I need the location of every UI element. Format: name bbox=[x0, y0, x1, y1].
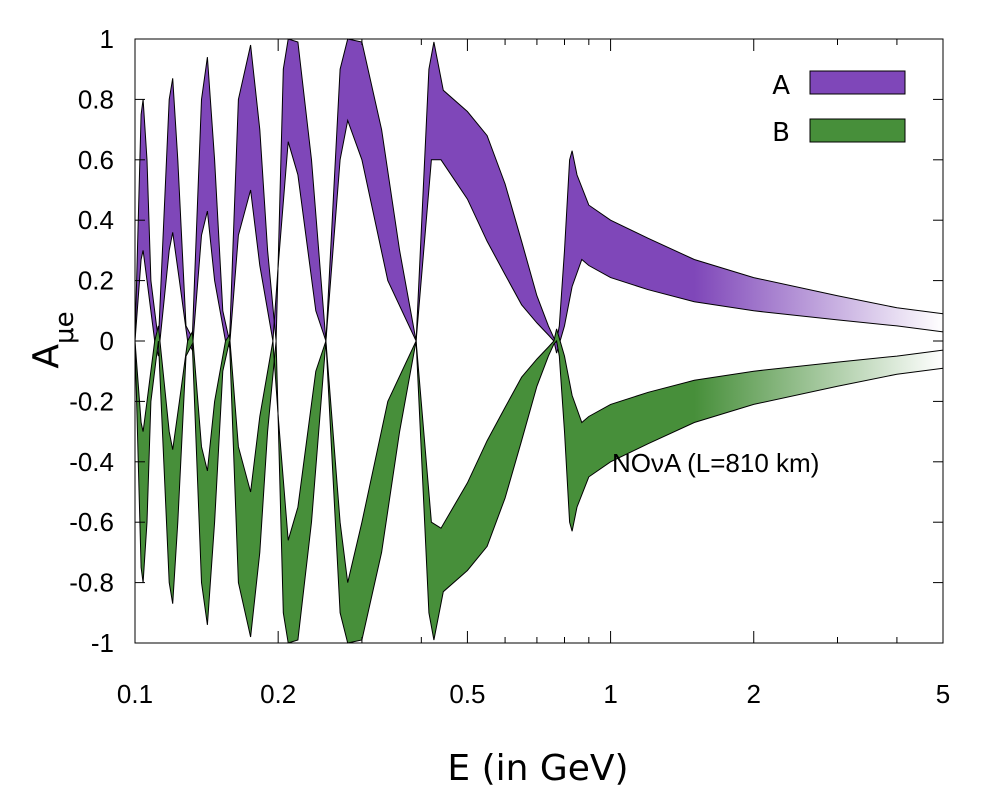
y-tick-label: -0.8 bbox=[69, 568, 114, 598]
band-a-upper-edge bbox=[134, 38, 944, 343]
legend-swatch-a bbox=[809, 70, 906, 95]
y-axis-title-main: A bbox=[26, 344, 67, 369]
legend: A B bbox=[772, 70, 906, 148]
y-tick-label: 0.4 bbox=[78, 205, 114, 235]
x-tick-label: 1 bbox=[603, 679, 617, 709]
plot-frame bbox=[134, 38, 944, 644]
band-b bbox=[135, 325, 943, 643]
y-tick-label: 0.8 bbox=[78, 84, 114, 114]
y-tick-label: -0.6 bbox=[69, 507, 114, 537]
x-axis-title: E (in GeV) bbox=[447, 748, 628, 789]
legend-label-b: B bbox=[772, 118, 790, 148]
y-tick-label: -0.4 bbox=[69, 447, 114, 477]
band-b-upper-edge bbox=[134, 325, 944, 583]
y-tick-label: -1 bbox=[91, 628, 114, 658]
band-a-lower-edge bbox=[134, 118, 944, 357]
labels-group: 1 0.8 0.6 0.4 0.2 0 -0.2 -0.4 -0.6 -0.8 -10.1 0.2 0.… bbox=[69, 24, 950, 709]
y-tick-label: 0.6 bbox=[78, 145, 114, 175]
x-tick-label: 2 bbox=[747, 679, 761, 709]
annotation-nova: NOνA (L=810 km) bbox=[612, 448, 819, 478]
y-axis-title-sub: μe bbox=[50, 311, 80, 344]
x-tick-label: 0.1 bbox=[117, 679, 153, 709]
y-tick-label: 0.2 bbox=[78, 266, 114, 296]
x-tick-label: 5 bbox=[936, 679, 950, 709]
x-tick-label: 0.5 bbox=[449, 679, 485, 709]
y-tick-label: 1 bbox=[100, 24, 114, 54]
y-tick-label: 0 bbox=[100, 326, 114, 356]
band-a bbox=[135, 39, 943, 357]
y-axis-title: Aμe bbox=[26, 311, 80, 368]
band-b-lower-edge bbox=[134, 339, 944, 644]
y-tick-label: -0.2 bbox=[69, 386, 114, 416]
legend-swatch-b bbox=[809, 118, 906, 143]
bands-group bbox=[134, 38, 944, 644]
legend-label-a: A bbox=[772, 71, 790, 101]
x-tick-label: 0.2 bbox=[260, 679, 296, 709]
